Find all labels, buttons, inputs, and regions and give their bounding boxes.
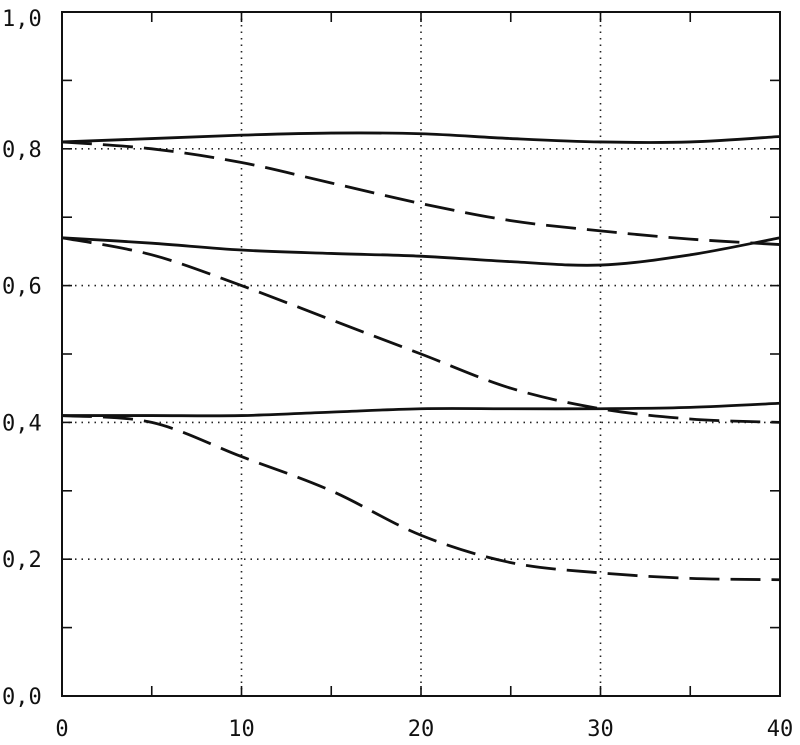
series-line-5-solid [61, 401, 781, 418]
series-line-6-dashed [61, 414, 781, 582]
series-layer [61, 131, 781, 582]
y-tick-label: 0,2 [2, 548, 42, 573]
x-tick-label: 0 [55, 717, 68, 742]
y-tick-label: 0,0 [2, 685, 42, 710]
x-tick-label: 10 [228, 717, 255, 742]
y-tick-label: 1,0 [2, 7, 42, 32]
y-tick-labels: 0,0 0,2 0,4 0,6 0,8 1,0 [2, 7, 42, 710]
x-tick-labels: 0 10 20 30 40 [55, 717, 793, 742]
series-line-4-dashed [61, 236, 781, 424]
grid-layer [62, 12, 780, 696]
series-line-1-solid [61, 131, 781, 144]
x-tick-label: 40 [767, 717, 794, 742]
plot-frame [61, 11, 781, 697]
series-line-3-solid [61, 236, 781, 267]
series-line-2-dashed [61, 140, 781, 246]
y-tick-label: 0,8 [2, 138, 42, 163]
x-tick-label: 20 [408, 717, 435, 742]
y-tick-label: 0,4 [2, 411, 42, 436]
x-tick-label: 30 [587, 717, 614, 742]
y-tick-label: 0,6 [2, 275, 42, 300]
tick-layer [61, 11, 781, 697]
